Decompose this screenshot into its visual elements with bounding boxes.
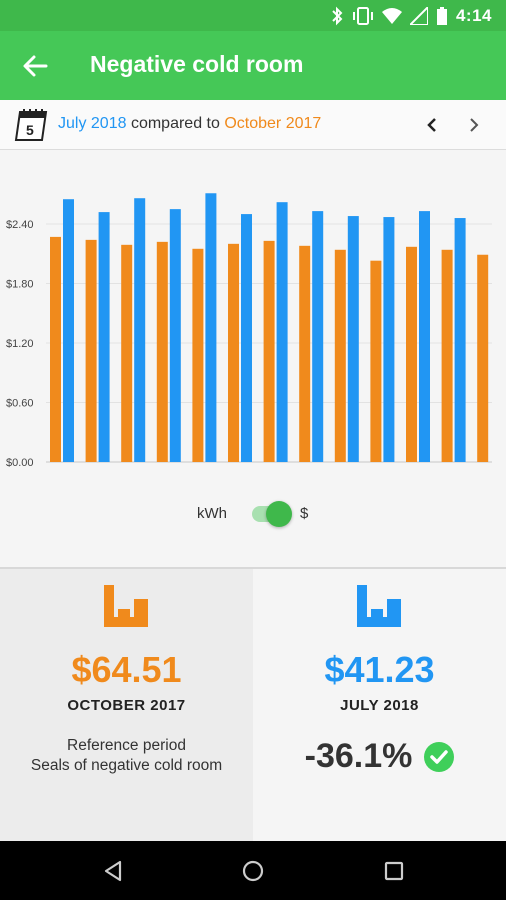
bar-current[interactable]: [312, 211, 324, 462]
calendar-icon[interactable]: 5: [12, 106, 50, 144]
y-tick-label: $1.80: [6, 279, 34, 291]
y-tick-label: $1.20: [6, 338, 34, 350]
bar-reference[interactable]: [441, 249, 453, 462]
check-circle-icon: [424, 741, 455, 772]
bar-reference[interactable]: [477, 254, 489, 462]
bar-current[interactable]: [241, 214, 252, 462]
signal-icon: [409, 7, 428, 25]
chevron-left-icon[interactable]: [420, 113, 444, 137]
wifi-icon: [381, 8, 402, 24]
chart-area: $0.00 $0.60 $1.20 $1.80 $2.40 kWh $: [0, 150, 506, 568]
bar-reference[interactable]: [299, 245, 311, 462]
bar-current[interactable]: [276, 202, 288, 462]
home-circle-icon[interactable]: [242, 860, 264, 882]
bar-current[interactable]: [169, 209, 181, 462]
percent-change: -36.1%: [304, 737, 413, 775]
svg-text:5: 5: [26, 122, 34, 138]
bar-current[interactable]: [347, 216, 359, 462]
reference-note-line1: Reference period: [67, 737, 186, 754]
bar-reference[interactable]: [121, 244, 133, 462]
reference-amount: $64.51: [71, 649, 182, 690]
arrow-left-icon[interactable]: [20, 51, 50, 81]
reference-period-name: OCTOBER 2017: [67, 697, 186, 714]
bar-current[interactable]: [134, 198, 146, 462]
app-bar: Negative cold room: [0, 31, 506, 100]
period-selector: 5 July 2018 compared to October 2017: [0, 100, 506, 150]
reference-note-line2: Seals of negative cold room: [30, 757, 223, 774]
bar-reference[interactable]: [156, 241, 168, 462]
battery-icon: [436, 7, 447, 25]
system-nav-bar: [0, 841, 506, 900]
vibrate-icon: [352, 7, 373, 25]
bluetooth-icon: [332, 6, 343, 26]
bar-reference[interactable]: [263, 240, 275, 462]
bar-current[interactable]: [205, 193, 217, 462]
current-period-name: JULY 2018: [340, 697, 419, 714]
bar-reference[interactable]: [228, 243, 239, 462]
bar-current[interactable]: [419, 211, 430, 462]
reference-note: Reference period Seals of negative cold …: [0, 736, 253, 776]
unit-toggle-knob[interactable]: [266, 501, 292, 527]
bar-reference[interactable]: [50, 236, 61, 462]
change-row: -36.1%: [253, 737, 506, 776]
bar-current[interactable]: [383, 217, 395, 462]
bar-chart-icon: [104, 585, 148, 627]
cost-bar-chart: $0.00 $0.60 $1.20 $1.80 $2.40: [6, 193, 492, 469]
bar-current[interactable]: [454, 218, 466, 462]
bar-reference[interactable]: [370, 260, 382, 462]
current-period: July 2018: [58, 115, 127, 132]
y-tick-label: $2.40: [6, 219, 34, 231]
y-tick-label: $0.60: [6, 398, 34, 410]
current-amount: $41.23: [324, 649, 435, 690]
chevron-right-icon[interactable]: [462, 113, 486, 137]
bar-reference[interactable]: [192, 248, 204, 462]
bar-current[interactable]: [98, 212, 110, 462]
back-triangle-icon[interactable]: [102, 860, 124, 882]
kwh-label: kWh: [197, 505, 227, 522]
bar-reference[interactable]: [85, 239, 97, 462]
bar-reference[interactable]: [334, 249, 346, 462]
current-summary: $41.23 JULY 2018 -36.1%: [253, 569, 506, 841]
y-tick-label: $0.00: [6, 457, 34, 469]
bar-chart-icon: [357, 585, 401, 627]
divider: [0, 567, 506, 569]
bar-reference[interactable]: [406, 246, 417, 462]
compared-to: compared to: [126, 115, 225, 132]
clock: 4:14: [455, 6, 492, 25]
reference-period: October 2017: [224, 115, 322, 132]
page-title: Negative cold room: [90, 51, 304, 77]
recents-square-icon[interactable]: [383, 860, 405, 882]
unit-toggle-row: kWh $: [0, 498, 506, 530]
period-label: July 2018 compared to October 2017: [58, 115, 321, 133]
bar-current[interactable]: [63, 199, 74, 463]
dollar-label: $: [300, 505, 309, 522]
reference-summary: $64.51 OCTOBER 2017 Reference period Sea…: [0, 569, 253, 841]
status-bar: 4:14: [0, 0, 506, 31]
